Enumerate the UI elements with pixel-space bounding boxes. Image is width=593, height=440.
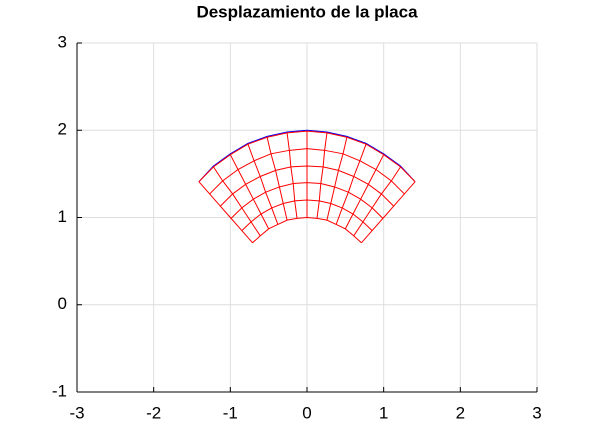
x-tick-label: -2 bbox=[146, 403, 161, 422]
mesh-radial bbox=[213, 166, 261, 237]
x-tick-label: 1 bbox=[379, 403, 388, 422]
mesh-radial bbox=[335, 144, 367, 225]
undeformed-outline bbox=[198, 129, 416, 183]
chart-title: Desplazamiento de la placa bbox=[196, 2, 418, 21]
mesh-radial bbox=[353, 166, 401, 237]
mesh-radial bbox=[286, 132, 298, 219]
mesh-radial bbox=[326, 137, 348, 221]
mesh-radial bbox=[198, 181, 253, 244]
x-tick-label: 3 bbox=[532, 403, 541, 422]
x-tick-label: 2 bbox=[456, 403, 465, 422]
mesh-radial bbox=[266, 137, 288, 221]
mesh-radial bbox=[344, 154, 385, 230]
y-tick-label: -1 bbox=[52, 381, 67, 400]
y-tick-label: 2 bbox=[58, 120, 67, 139]
y-tick-label: 0 bbox=[58, 294, 67, 313]
x-tick-label: -1 bbox=[223, 403, 238, 422]
mesh-radial bbox=[316, 132, 328, 219]
y-tick-label: 1 bbox=[58, 207, 67, 226]
mesh-radial bbox=[247, 144, 279, 225]
x-tick-label: -3 bbox=[69, 403, 84, 422]
mesh-radial bbox=[229, 154, 270, 230]
y-tick-label: 3 bbox=[58, 32, 67, 51]
mesh-radial bbox=[361, 181, 416, 244]
x-tick-label: 0 bbox=[302, 403, 311, 422]
